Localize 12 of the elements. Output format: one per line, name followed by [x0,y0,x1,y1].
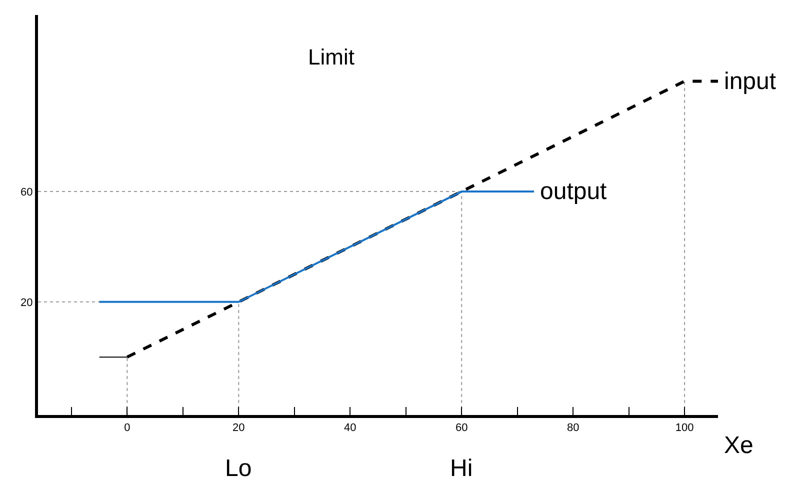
series-label: input [724,68,776,95]
x-tick-label: 100 [675,422,694,434]
ref-line-label: Hi [450,455,473,482]
x-tick-label: 40 [344,422,356,434]
x-tick-label: 0 [124,422,130,434]
text: Limit [308,44,355,70]
series-label: output [540,178,608,205]
x-tick-label: 20 [232,422,245,434]
x-tick-label: 80 [566,422,580,434]
x-axis-title: Xe [724,432,754,459]
x-tick-label: 60 [455,422,468,434]
ref-line-label: Lo [225,455,252,482]
